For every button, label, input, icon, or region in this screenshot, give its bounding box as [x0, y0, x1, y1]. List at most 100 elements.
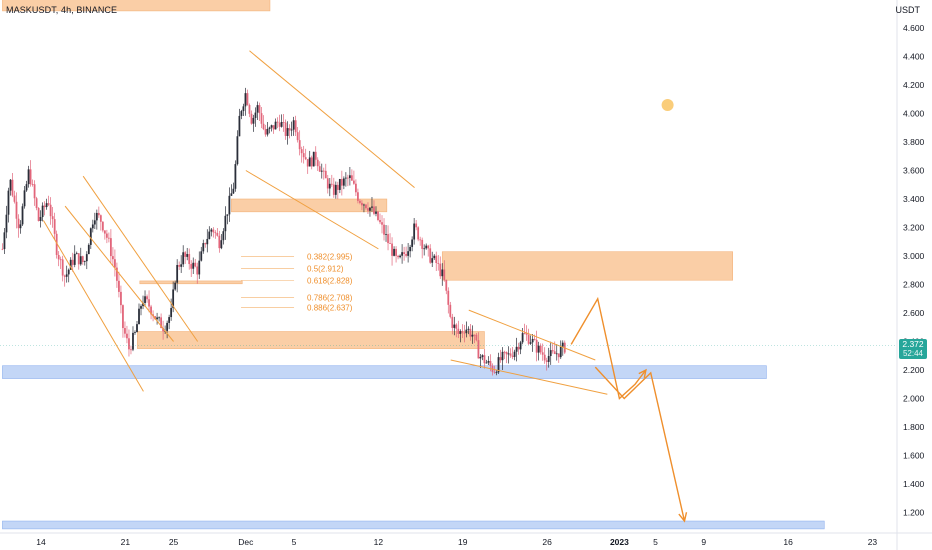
y-tick-label: 1.600	[903, 451, 925, 461]
x-tick-label: 5	[292, 537, 297, 547]
projection-drop-arrowhead	[678, 512, 688, 523]
candle-body	[212, 229, 215, 233]
y-tick-label: 4.600	[903, 23, 925, 33]
candle-body	[296, 132, 299, 141]
candle-body	[126, 333, 128, 339]
candle-body	[11, 179, 14, 196]
candle-body	[481, 355, 484, 357]
candle-body	[338, 178, 341, 190]
candle-body	[274, 121, 277, 130]
zone-resistance-2900	[441, 251, 733, 281]
candle-body	[401, 252, 403, 256]
candle-body	[234, 164, 237, 189]
candle-body	[429, 248, 432, 263]
candle-body	[389, 243, 391, 244]
candle-body	[336, 184, 339, 190]
candle-body	[116, 267, 118, 281]
candle-body	[519, 342, 522, 350]
candle-body	[7, 190, 10, 215]
candle-body	[437, 262, 440, 264]
candle-body	[342, 178, 345, 186]
candle-body	[352, 180, 355, 184]
candle-body	[485, 362, 488, 364]
x-tick-label: 12	[374, 537, 384, 547]
y-tick-label: 2.000	[903, 394, 925, 404]
candle-body	[176, 265, 179, 283]
zone-support-2200	[2, 365, 767, 379]
candle-body	[118, 280, 120, 292]
candle-body	[69, 259, 72, 270]
candle-body	[517, 346, 520, 350]
candle-body	[403, 252, 406, 254]
x-tick-label: Dec	[238, 537, 254, 547]
candle-body	[47, 203, 50, 205]
candle-body	[348, 175, 351, 179]
candle-body	[340, 178, 343, 186]
candle-body	[224, 215, 227, 232]
candle-body	[539, 345, 542, 353]
candle-body	[272, 125, 275, 130]
candle-body	[73, 253, 76, 265]
candle-body	[473, 334, 476, 336]
candle-body	[423, 248, 426, 250]
candle-body	[537, 345, 540, 353]
symbol-title: MASKUSDT, 4h, BINANCE	[6, 5, 118, 15]
candle-body	[35, 198, 38, 209]
candle-body	[130, 349, 132, 351]
candle-body	[328, 183, 331, 189]
candle-body	[128, 338, 130, 350]
candle-body	[220, 240, 223, 249]
candle-body	[469, 328, 472, 337]
candle-body	[226, 214, 229, 216]
trendline-5	[468, 309, 596, 361]
candle-body	[332, 184, 335, 195]
candle-body	[541, 352, 544, 355]
candle-body	[252, 117, 255, 124]
candle-body	[132, 332, 134, 350]
candle-body	[214, 232, 217, 234]
candle-body	[43, 205, 46, 208]
candle-body	[334, 184, 337, 195]
candle-body	[417, 227, 420, 240]
candle-body	[264, 129, 267, 135]
candle-body	[178, 265, 181, 267]
zone-resistance-3400	[231, 198, 388, 213]
candle-body	[41, 205, 44, 218]
candle-body	[200, 251, 203, 261]
candle-body	[270, 125, 273, 128]
candle-body	[262, 123, 265, 130]
candle-body	[246, 93, 249, 105]
candle-body	[280, 122, 283, 127]
candle-body	[25, 184, 28, 191]
candle-body	[134, 332, 136, 333]
candle-body	[391, 243, 393, 256]
candle-body	[268, 127, 271, 129]
projection-arrowhead	[638, 368, 647, 378]
candle-body	[59, 259, 62, 261]
candle-body	[499, 357, 502, 361]
y-tick-label: 4.200	[903, 80, 925, 90]
candle-body	[105, 233, 108, 238]
candle-body	[350, 175, 353, 181]
candle-body	[553, 351, 556, 354]
candle-body	[124, 328, 126, 334]
y-tick-label: 3.400	[903, 194, 925, 204]
candle-body	[53, 219, 56, 234]
candle-body	[451, 316, 454, 328]
candle-body	[294, 120, 297, 133]
candle-body	[300, 149, 303, 154]
candle-body	[533, 338, 536, 340]
candle-body	[507, 353, 510, 355]
candle-body	[109, 238, 112, 257]
x-tick-label: 5	[653, 537, 658, 547]
candle-body	[535, 339, 538, 353]
zone-top-header	[2, 0, 271, 12]
candle-body	[383, 224, 385, 235]
candle-body	[405, 253, 408, 256]
candle-body	[136, 324, 138, 333]
candle-body	[79, 256, 82, 265]
y-tick-label: 3.200	[903, 223, 925, 233]
candle-body	[330, 183, 333, 185]
candle-body	[31, 184, 34, 186]
